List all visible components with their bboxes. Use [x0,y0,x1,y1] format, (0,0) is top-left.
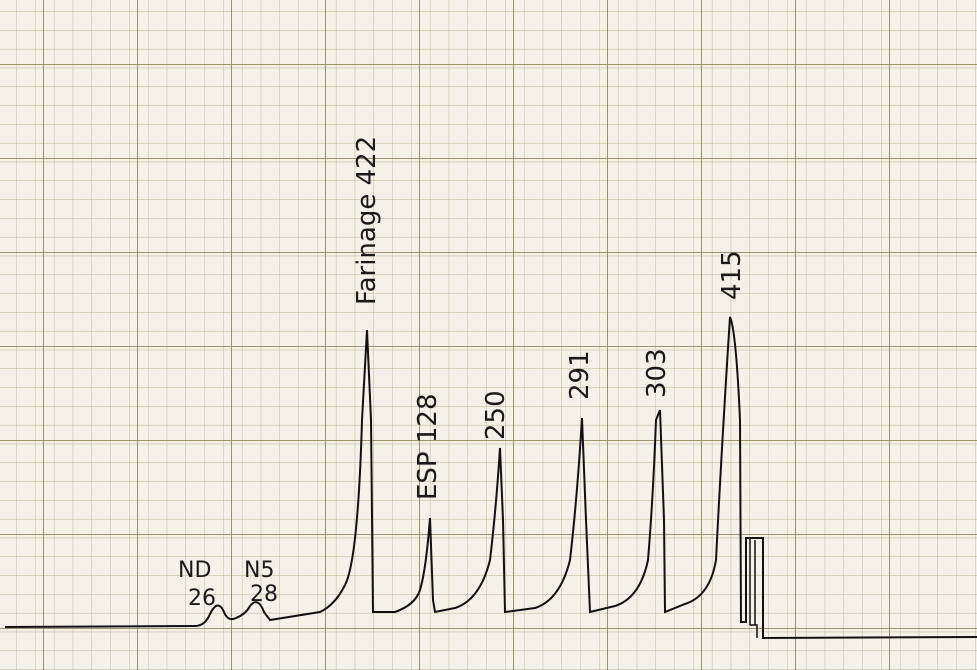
peak-label: 415 [717,250,747,300]
peak-value: 28 [250,582,278,607]
peak-label: 291 [565,350,595,400]
peak-label: 250 [481,390,511,440]
peak-label: 303 [642,348,672,398]
major-grid [0,0,977,670]
peak-name: ND [178,558,211,583]
peak-value: 26 [188,586,216,611]
peak-name: N5 [244,558,274,583]
page: {"peaks": [ {"name": "ND", "value": "26"… [0,0,977,670]
chromatogram: ND 26 N5 28 Farinage 422 ESP 128 250 291… [0,0,977,670]
peak-label: Farinage 422 [352,136,382,305]
peak-label: ESP 128 [413,393,443,500]
